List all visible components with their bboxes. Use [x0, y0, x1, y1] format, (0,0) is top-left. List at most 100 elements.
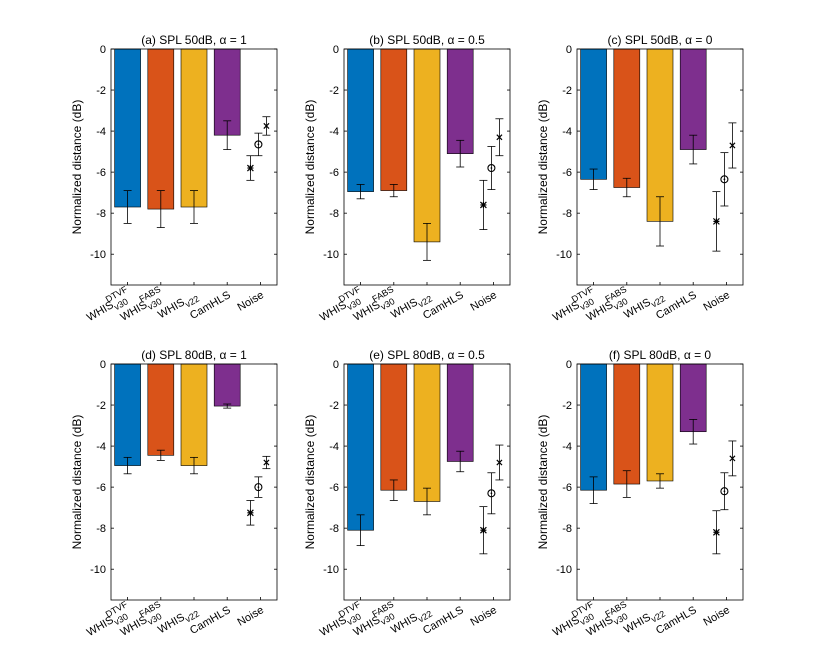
y-tick-label: 0 [566, 359, 572, 371]
error-bar [190, 190, 198, 224]
chart-panel-a: 0-2-4-6-8-10WHISv30DTVFWHISv30FABSWHISv2… [70, 33, 278, 324]
y-tick-label: -10 [323, 564, 339, 576]
error-bar [656, 196, 664, 247]
y-tick-label: -10 [323, 249, 339, 261]
y-tick-label: -8 [562, 208, 572, 220]
y-tick-label: 0 [566, 44, 572, 56]
y-tick-label: -6 [329, 482, 339, 494]
error-bar [456, 139, 465, 168]
error-bar [223, 403, 232, 409]
y-tick-label: -10 [90, 249, 106, 261]
y-tick-label: -10 [556, 564, 572, 576]
y-tick-label: -6 [562, 482, 572, 494]
y-tick-label: -4 [96, 126, 106, 138]
y-tick-label: -2 [562, 85, 572, 97]
y-axis-label: Normalized distance (dB) [70, 100, 84, 235]
bar [646, 363, 674, 482]
noise-circle-marker [720, 487, 729, 496]
noise-circle-marker [254, 140, 263, 149]
error-bar [156, 449, 165, 461]
y-axis-label: Normalized distance (dB) [70, 415, 84, 550]
error-bar [190, 456, 198, 475]
y-axis-label: Normalized distance (dB) [303, 100, 317, 235]
y-tick-label: -2 [96, 85, 106, 97]
bar [613, 363, 641, 485]
bar [347, 48, 374, 192]
y-axis-label: Normalized distance (dB) [536, 415, 550, 550]
chart-title: (f) SPL 80dB, α = 0 [609, 348, 712, 362]
chart-title: (e) SPL 80dB, α = 0.5 [369, 348, 485, 362]
chart-panel-c: 0-2-4-6-8-10WHISv30DTVFWHISv30FABSWHISv2… [536, 33, 744, 324]
noise-circle-center [723, 178, 726, 181]
error-bar [656, 473, 664, 489]
bar [114, 363, 141, 466]
y-axis-label: Normalized distance (dB) [536, 100, 550, 235]
error-bar [423, 223, 431, 261]
bar [147, 363, 175, 456]
bar [347, 363, 374, 531]
error-bar [622, 470, 631, 498]
chart-panel-d: 0-2-4-6-8-10WHISv30DTVFWHISv30FABSWHISv2… [70, 348, 278, 639]
noise-circle-center [490, 492, 493, 495]
error-bar [123, 190, 132, 224]
bar [380, 363, 408, 491]
x-tick-label: Noise [236, 289, 266, 313]
y-tick-label: -2 [96, 400, 106, 412]
y-tick-label: -8 [329, 208, 339, 220]
noise-circle-center [257, 486, 260, 489]
y-tick-label: -6 [329, 167, 339, 179]
noise-circle-center [257, 143, 260, 146]
bar [180, 48, 208, 208]
y-tick-label: -6 [96, 482, 106, 494]
chart-title: (a) SPL 50dB, α = 1 [141, 33, 247, 47]
error-bar [356, 514, 365, 547]
error-bar [456, 450, 465, 473]
bar [180, 363, 208, 466]
noise-cross-marker [263, 122, 270, 129]
error-bar [589, 476, 598, 504]
y-axis-label: Normalized distance (dB) [303, 415, 317, 550]
bar [646, 48, 674, 222]
y-tick-label: -6 [562, 167, 572, 179]
y-tick-label: -4 [96, 441, 106, 453]
y-tick-label: -8 [96, 208, 106, 220]
noise-star-marker [246, 509, 254, 517]
error-bar [223, 120, 232, 150]
bar [413, 363, 441, 502]
error-bar [356, 184, 365, 200]
chart-title: (d) SPL 80dB, α = 1 [141, 348, 247, 362]
y-tick-label: -4 [329, 441, 339, 453]
x-tick-label: Noise [702, 604, 732, 628]
chart-panel-b: 0-2-4-6-8-10WHISv30DTVFWHISv30FABSWHISv2… [303, 33, 511, 324]
y-tick-label: 0 [100, 359, 106, 371]
y-tick-label: -4 [562, 441, 572, 453]
y-tick-label: -2 [562, 400, 572, 412]
y-tick-label: -4 [562, 126, 572, 138]
chart-panel-f: 0-2-4-6-8-10WHISv30DTVFWHISv30FABSWHISv2… [536, 348, 744, 639]
error-bar [123, 456, 132, 475]
chart-title: (b) SPL 50dB, α = 0.5 [369, 33, 485, 47]
error-bar [689, 419, 698, 445]
y-tick-label: -6 [96, 167, 106, 179]
y-tick-label: -8 [329, 523, 339, 535]
noise-circle-marker [254, 483, 263, 492]
bar [147, 48, 175, 210]
bar [580, 363, 607, 491]
chart-title: (c) SPL 50dB, α = 0 [608, 33, 713, 47]
noise-circle-center [490, 167, 493, 169]
y-tick-label: 0 [100, 44, 106, 56]
y-tick-label: -2 [329, 85, 339, 97]
error-bar [423, 487, 431, 516]
y-tick-label: -10 [556, 249, 572, 261]
noise-star-marker [479, 201, 487, 209]
noise-star-marker [479, 526, 487, 534]
error-bar [156, 190, 165, 228]
y-tick-label: 0 [333, 44, 339, 56]
y-tick-label: -4 [329, 126, 339, 138]
noise-circle-marker [720, 175, 729, 184]
error-bar [689, 134, 698, 165]
x-tick-label: Noise [469, 604, 499, 628]
bar [446, 363, 474, 462]
x-tick-label: Noise [469, 289, 499, 313]
